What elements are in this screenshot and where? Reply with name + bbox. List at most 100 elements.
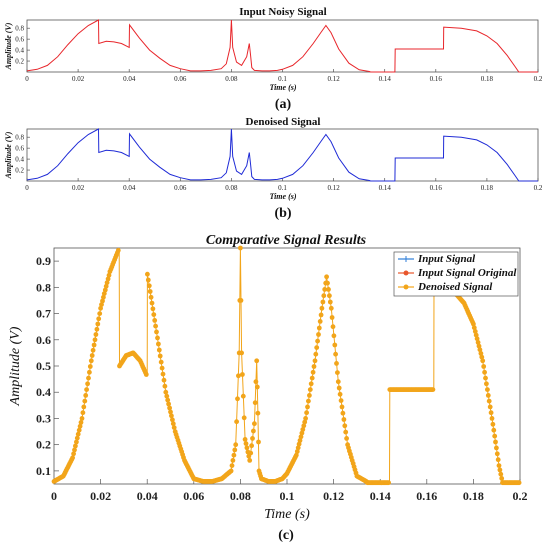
data-point <box>488 410 494 416</box>
data-point <box>80 410 86 416</box>
data-point <box>94 326 100 332</box>
data-point <box>339 404 345 410</box>
data-point <box>85 381 90 387</box>
data-point <box>471 325 477 331</box>
data-point <box>338 398 344 403</box>
data-point <box>495 457 501 463</box>
data-point <box>499 476 505 481</box>
x-tick-label: 0.1 <box>278 184 287 192</box>
data-point <box>327 293 332 299</box>
data-point <box>234 419 240 425</box>
data-point <box>304 410 309 416</box>
data-point <box>230 458 236 463</box>
data-point <box>487 404 493 410</box>
panel-a-label: (a) <box>275 97 292 112</box>
data-point <box>115 248 121 253</box>
data-point <box>244 445 250 451</box>
data-point <box>102 287 108 293</box>
series-line-b <box>26 128 538 182</box>
panel-b-y-ticks: 0.2 0.4 0.6 0.8 <box>15 134 30 175</box>
x-tick-label: 0.04 <box>137 489 158 503</box>
data-point <box>145 271 150 277</box>
x-tick-label: 0.12 <box>327 184 340 192</box>
y-tick-label: 0.6 <box>15 145 24 153</box>
x-tick-label: 0.08 <box>230 489 251 503</box>
y-tick-label: 0.4 <box>36 385 51 399</box>
data-point <box>300 427 306 432</box>
y-tick-label: 0.4 <box>15 156 24 164</box>
x-tick-label: 0 <box>25 184 29 192</box>
data-point <box>242 437 248 442</box>
panel-c-y-ticks: 0.1 0.2 0.3 0.4 0.5 0.6 0.7 0.8 0.9 <box>36 254 59 478</box>
x-tick-label: 0.14 <box>379 75 392 83</box>
data-point <box>228 468 234 474</box>
data-point <box>344 436 349 441</box>
data-point <box>484 381 489 387</box>
data-point <box>72 447 77 453</box>
data-point <box>236 373 241 379</box>
data-point <box>151 312 157 317</box>
x-tick-label: 0.02 <box>72 75 85 83</box>
data-point <box>295 445 301 451</box>
data-point <box>81 404 87 410</box>
data-point <box>252 400 258 406</box>
panel-c-x-ticks: 0 0.02 0.04 0.06 0.08 0.1 0.12 0.14 0.16 0.18 0.2 <box>51 479 528 503</box>
data-point <box>472 329 478 334</box>
x-tick-label: 0.02 <box>90 489 111 503</box>
data-point <box>169 413 174 419</box>
data-point <box>155 335 160 341</box>
data-point <box>496 463 502 468</box>
data-point <box>321 293 327 299</box>
panel-b-y-axis-label: Amplitude (V) <box>4 131 13 179</box>
data-point <box>250 436 255 441</box>
data-point <box>331 333 337 339</box>
data-point <box>329 315 335 320</box>
data-point <box>301 423 307 429</box>
panel-a: Input Noisy Signal 0.2 0.4 0.6 0.8 0 0.02 0.0… <box>4 6 543 112</box>
data-point <box>74 439 79 445</box>
panel-b: Denoised Signal 0.2 0.4 0.6 0.8 0 0.02 0.04 0.… <box>4 116 543 221</box>
data-point <box>498 471 504 477</box>
data-point <box>147 289 153 294</box>
data-point <box>157 353 163 359</box>
data-point <box>476 343 482 349</box>
data-point <box>143 372 149 377</box>
data-point <box>87 364 93 369</box>
data-point <box>330 324 336 330</box>
data-point <box>164 393 170 399</box>
x-tick-label: 0.12 <box>327 75 340 83</box>
data-point <box>98 305 103 311</box>
data-point <box>229 463 235 468</box>
data-point <box>316 332 321 337</box>
data-point <box>471 321 476 327</box>
data-point <box>235 396 240 402</box>
x-tick-label: 0.06 <box>183 489 204 503</box>
data-point <box>322 287 328 292</box>
panel-a-x-axis-label: Time (s) <box>269 83 296 92</box>
panel-c-series <box>51 245 522 486</box>
x-tick-label: 0 <box>25 75 29 83</box>
x-tick-label: 0.08 <box>225 75 238 83</box>
x-tick-label: 0.06 <box>174 184 187 192</box>
series-markers <box>51 245 522 486</box>
data-point <box>153 323 159 329</box>
data-point <box>106 272 112 278</box>
x-tick-label: 0.18 <box>463 489 484 503</box>
legend-marker <box>403 284 409 290</box>
data-point <box>253 379 259 385</box>
data-point <box>87 369 92 375</box>
data-point <box>305 404 310 410</box>
legend-items <box>398 256 414 290</box>
data-point <box>256 439 261 445</box>
data-point <box>489 416 495 421</box>
legend-marker <box>403 270 409 276</box>
data-point <box>249 443 255 449</box>
data-point <box>171 425 177 430</box>
data-point <box>79 416 85 421</box>
panel-a-title: Input Noisy Signal <box>239 6 326 18</box>
x-tick-label: 0.04 <box>123 75 136 83</box>
y-tick-label: 0.7 <box>36 307 51 321</box>
data-point <box>150 306 156 312</box>
data-point <box>158 359 164 365</box>
data-point <box>491 427 497 433</box>
